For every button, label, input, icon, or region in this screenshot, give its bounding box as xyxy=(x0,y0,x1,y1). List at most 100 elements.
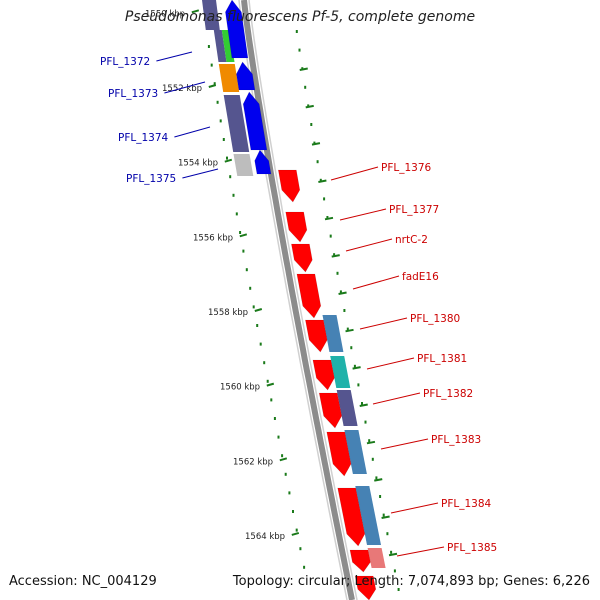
minor-tick xyxy=(288,491,291,495)
gene-label-pfl-1385: PFL_1385 xyxy=(447,542,497,554)
major-tick xyxy=(279,457,288,462)
minor-tick xyxy=(397,588,400,591)
gene-label-line xyxy=(182,168,219,179)
gene-arrow-reverse xyxy=(225,0,249,59)
minor-tick xyxy=(219,119,222,123)
minor-tick xyxy=(375,476,378,480)
outer-major-tick xyxy=(366,440,376,445)
gene-label-pfl-1382: PFL_1382 xyxy=(423,388,473,400)
minor-tick xyxy=(316,160,319,164)
gene-label-fade16: fadE16 xyxy=(402,271,439,283)
gene-label-line xyxy=(164,81,206,94)
category-block xyxy=(322,315,344,352)
minor-tick xyxy=(357,383,360,387)
minor-tick xyxy=(273,417,276,420)
outer-major-tick xyxy=(331,254,340,258)
genome-summary-text: Topology: circular; Length: 7,074,893 bp… xyxy=(232,574,590,589)
outer-major-tick xyxy=(374,478,383,482)
category-block xyxy=(223,95,250,152)
category-block xyxy=(213,30,227,62)
outer-major-tick xyxy=(311,142,321,146)
scale-label: 1556 kbp xyxy=(193,233,233,243)
backbone-line xyxy=(241,0,355,600)
minor-tick xyxy=(368,439,371,443)
gene-arrow-forward xyxy=(354,575,377,600)
minor-tick xyxy=(379,495,382,498)
minor-tick xyxy=(242,249,245,253)
gene-label-pfl-1380: PFL_1380 xyxy=(410,313,460,325)
gene-arrow-forward xyxy=(326,431,352,477)
gene-label-line xyxy=(352,275,400,290)
minor-tick xyxy=(284,472,287,476)
category-block xyxy=(221,30,235,62)
gene-label-pfl-1376: PFL_1376 xyxy=(381,162,432,174)
scale-label: 1550 kbp xyxy=(145,9,185,19)
gene-arrow-forward xyxy=(296,273,322,319)
minor-tick xyxy=(323,197,326,201)
minor-tick xyxy=(207,45,210,48)
minor-tick xyxy=(281,454,284,458)
gene-label-pfl-1381: PFL_1381 xyxy=(417,353,467,365)
outer-major-tick xyxy=(381,515,390,519)
minor-tick xyxy=(256,324,259,327)
backbone xyxy=(238,0,358,600)
minor-tick xyxy=(371,457,374,461)
minor-tick xyxy=(295,528,298,532)
minor-tick xyxy=(336,271,339,275)
minor-tick xyxy=(313,141,316,145)
major-tick xyxy=(254,308,263,312)
major-tick xyxy=(239,233,248,238)
category-block xyxy=(202,0,220,30)
outer-major-tick xyxy=(388,552,398,557)
gene-label-pfl-1375: PFL_1375 xyxy=(126,173,176,185)
gene-arrow-forward xyxy=(337,487,366,547)
minor-tick xyxy=(390,550,393,554)
minor-tick xyxy=(252,305,255,309)
outer-major-tick xyxy=(352,366,361,370)
minor-tick xyxy=(329,234,332,238)
minor-tick xyxy=(346,327,349,331)
gene-arrow-forward xyxy=(318,392,343,429)
gene-label-pfl-1383: PFL_1383 xyxy=(431,434,481,446)
minor-tick xyxy=(304,85,307,89)
major-tick xyxy=(266,382,275,387)
minor-tick xyxy=(245,268,248,272)
minor-tick xyxy=(222,138,225,141)
minor-tick xyxy=(333,253,336,257)
category-block xyxy=(218,64,240,92)
outer-major-tick xyxy=(359,403,368,407)
gene-arrow-forward xyxy=(285,211,308,243)
category-block xyxy=(330,356,351,388)
minor-tick xyxy=(295,30,298,33)
minor-tick xyxy=(259,342,262,346)
minor-tick xyxy=(326,216,329,219)
major-tick xyxy=(291,531,300,536)
gene-label-pfl-1374: PFL_1374 xyxy=(118,132,169,144)
tick-marks xyxy=(191,9,400,591)
category-block xyxy=(355,486,381,545)
minor-tick xyxy=(266,379,269,383)
minor-tick xyxy=(210,63,213,67)
gene-labels: PFL_1372 PFL_1373 PFL_1374 PFL_1375 PFL_1376… xyxy=(100,56,497,554)
scale-label: 1552 kbp xyxy=(162,84,202,94)
minor-tick xyxy=(249,286,252,290)
minor-tick xyxy=(213,82,216,86)
feature-blocks xyxy=(202,0,386,568)
minor-tick xyxy=(270,398,273,402)
gene-arrow-forward xyxy=(277,169,301,203)
gene-label-line xyxy=(156,51,193,62)
minor-tick xyxy=(303,565,306,569)
gene-arrow-reverse xyxy=(254,149,272,175)
gene-label-pfl-1372: PFL_1372 xyxy=(100,56,150,68)
minor-tick xyxy=(226,156,228,160)
minor-tick xyxy=(263,361,266,365)
major-tick xyxy=(208,84,217,88)
gene-label-nrtc-2: nrtC-2 xyxy=(395,234,428,246)
gene-label-pfl-1377: PFL_1377 xyxy=(389,204,439,216)
gene-arrow-forward xyxy=(291,243,313,273)
minor-tick xyxy=(353,364,356,368)
minor-tick xyxy=(350,346,353,350)
gene-label-line xyxy=(174,126,211,138)
minor-tick xyxy=(239,231,242,234)
scale-label: 1554 kbp xyxy=(178,159,218,169)
